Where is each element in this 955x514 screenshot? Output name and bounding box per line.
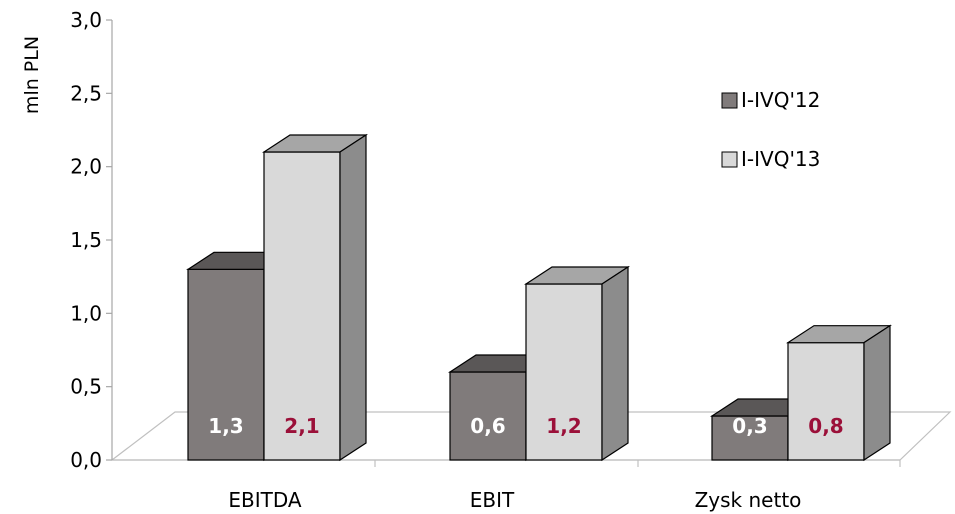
legend-swatch (721, 151, 738, 168)
legend-item: I-IVQ'12 (721, 88, 820, 112)
data-label: 0,6 (470, 414, 505, 438)
bar-front (711, 415, 789, 461)
bar-front (787, 342, 865, 461)
data-labels: 1,3 2,1 0,6 1,2 0,3 0,8 (208, 414, 843, 438)
y-tick-label: 2,5 (70, 81, 102, 105)
y-tick-label: 1,5 (70, 228, 102, 252)
x-tick-label: Zysk netto (695, 488, 802, 512)
bar-side (863, 324, 891, 462)
y-tick-label: 0,5 (70, 375, 102, 399)
bar (261, 133, 369, 462)
y-tick-label: 1,0 (70, 301, 102, 325)
bar-front (187, 268, 265, 461)
bar-front (263, 151, 341, 461)
legend-item: I-IVQ'13 (721, 147, 820, 171)
data-label: 0,8 (808, 414, 843, 438)
legend-label: I-IVQ'13 (741, 147, 820, 171)
bar (523, 265, 631, 462)
y-axis-label: mln PLN (21, 36, 43, 114)
bar-side (339, 133, 367, 462)
y-tick-label: 0,0 (70, 448, 102, 472)
data-label: 0,3 (732, 414, 767, 438)
y-tick-label: 3,0 (70, 8, 102, 32)
legend: I-IVQ'12 I-IVQ'13 (721, 88, 820, 171)
bar (785, 324, 893, 462)
bar-side (601, 265, 629, 462)
x-tick-label: EBIT (470, 488, 515, 512)
x-tick-label: EBITDA (228, 488, 302, 512)
y-tick-label: 2,0 (70, 155, 102, 179)
data-label: 1,3 (208, 414, 243, 438)
legend-swatch (721, 92, 738, 109)
bar-front (525, 283, 603, 461)
legend-label: I-IVQ'12 (741, 88, 820, 112)
data-label: 1,2 (546, 414, 581, 438)
data-label: 2,1 (284, 414, 319, 438)
bars (185, 133, 893, 462)
y-axis: 0,0 0,5 1,0 1,5 2,0 2,5 3,0 EBITDA EBIT Zysk nett… (70, 8, 801, 512)
